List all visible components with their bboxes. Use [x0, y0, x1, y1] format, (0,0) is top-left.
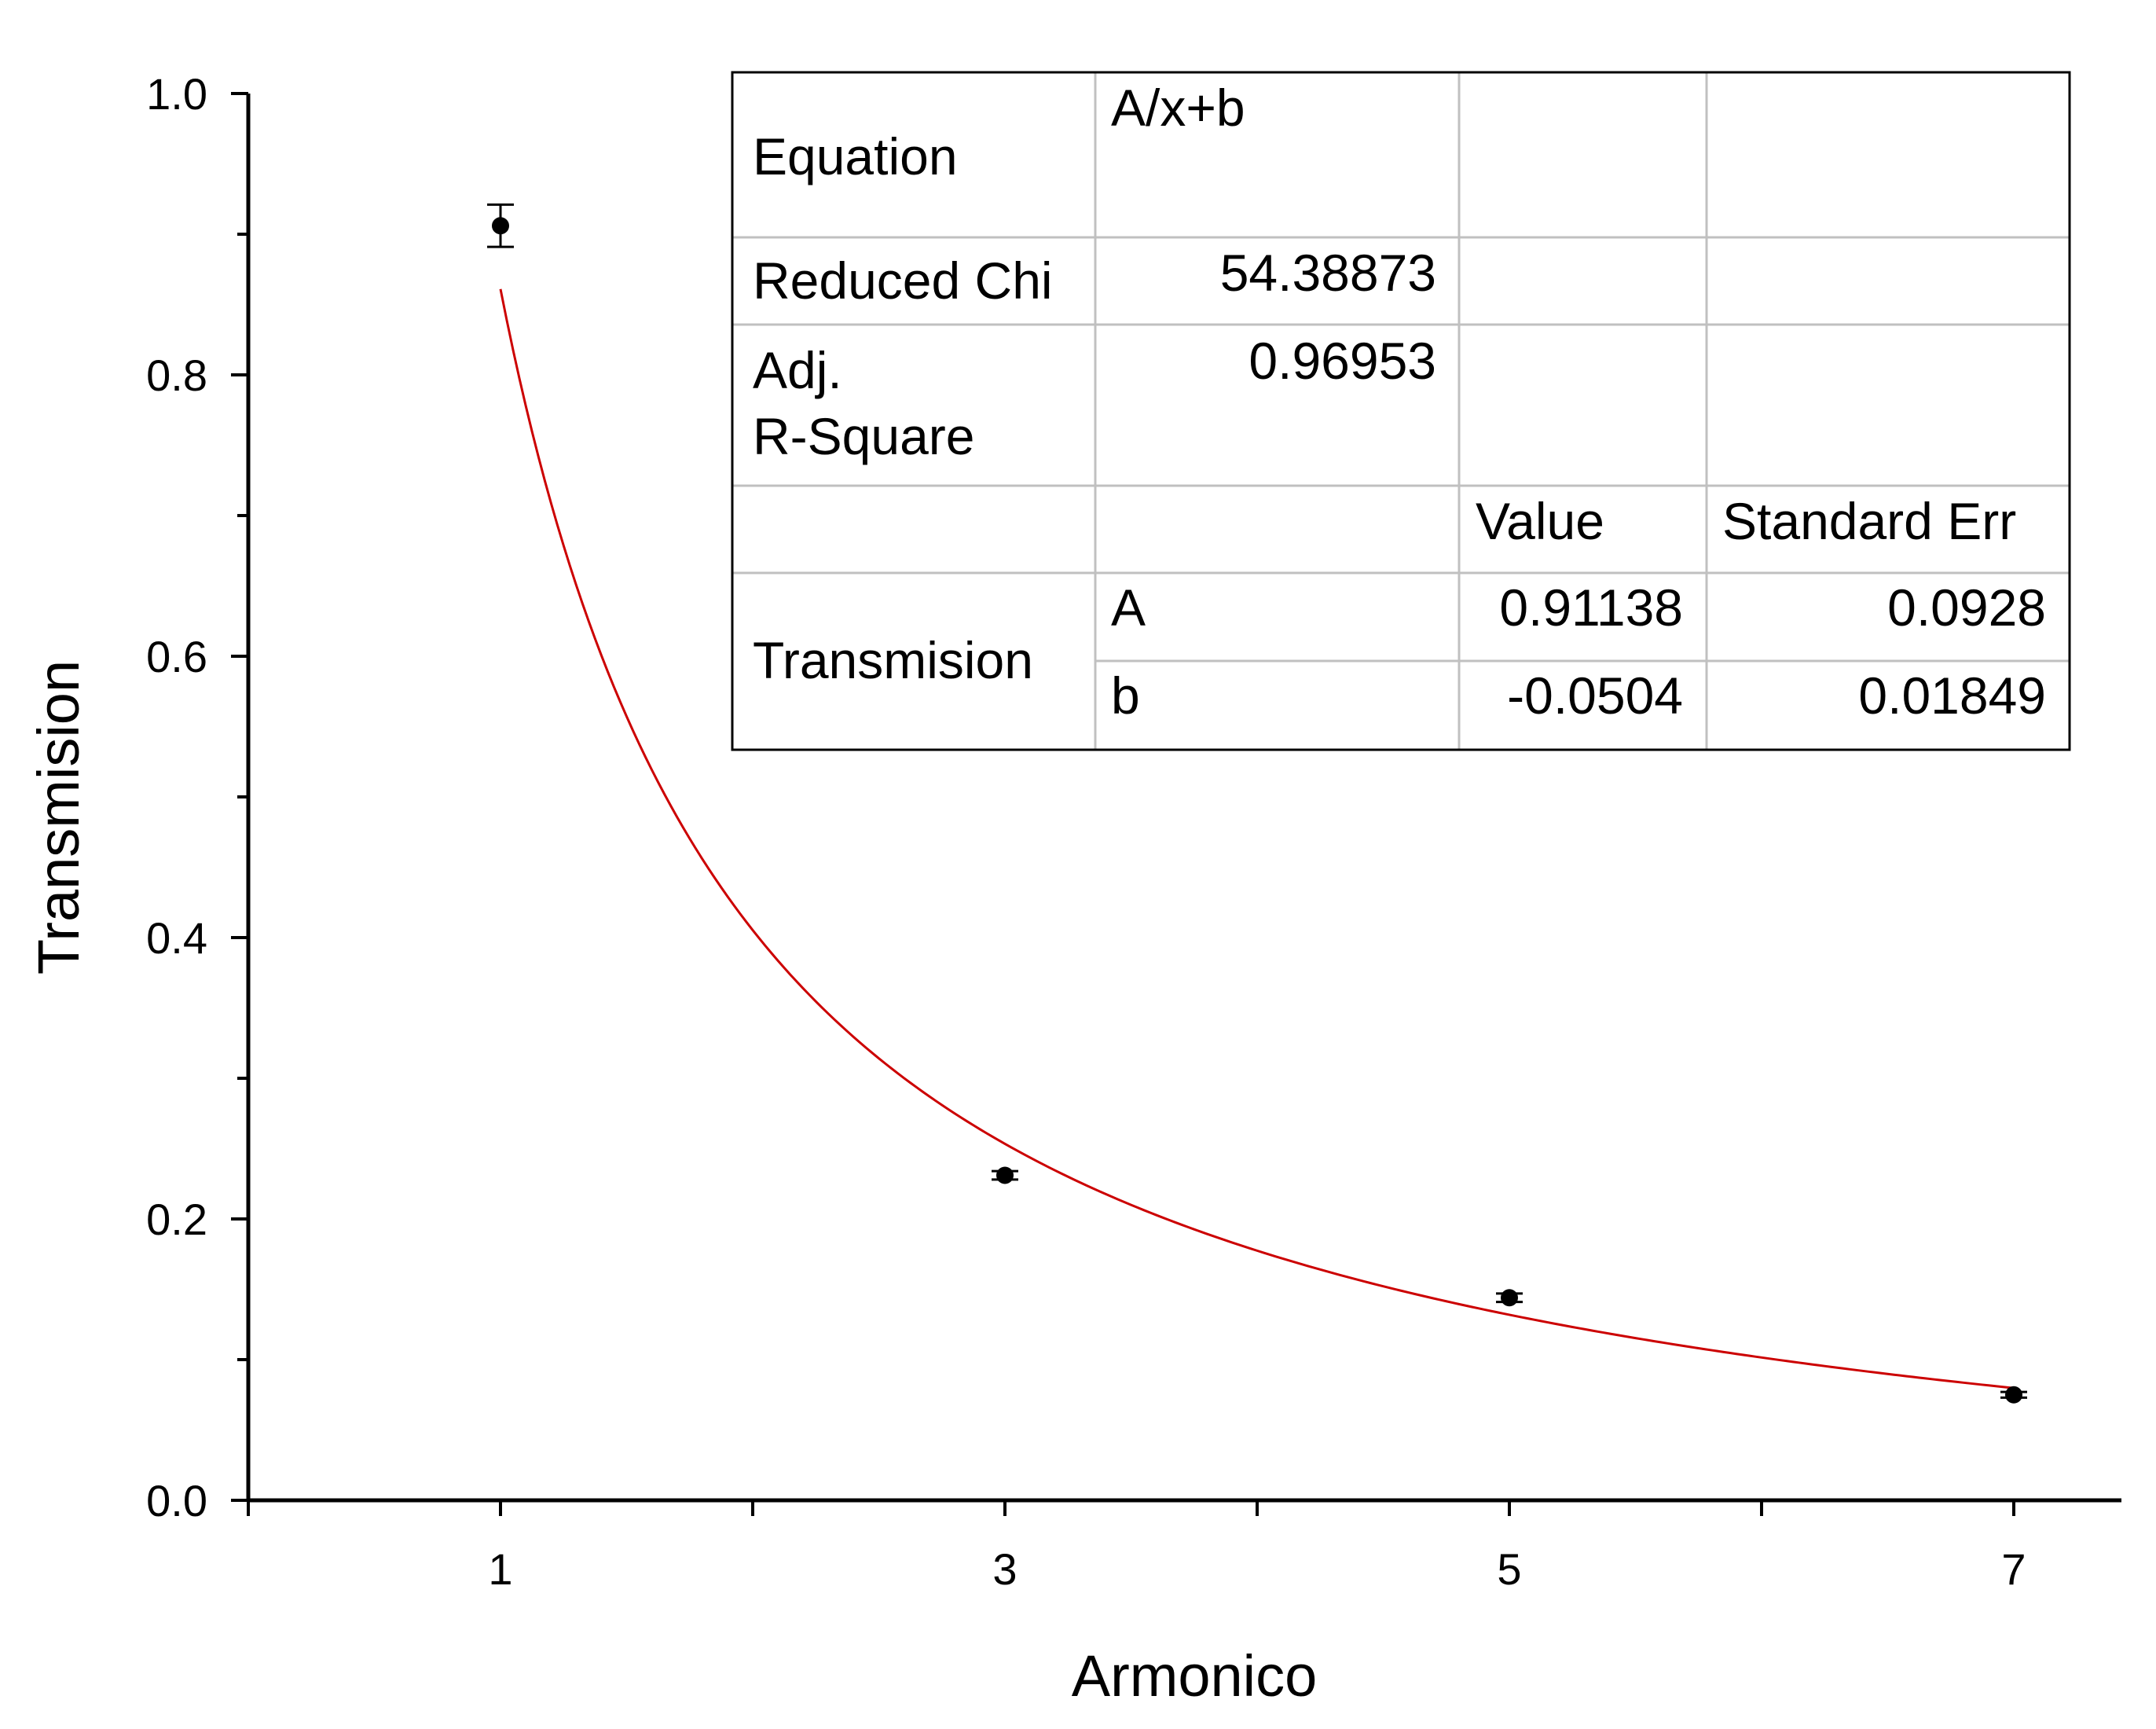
reduced-chi-label: Reduced Chi [753, 251, 1053, 310]
reduced-chi-value: 54.38873 [1220, 244, 1436, 302]
x-tick-label: 7 [2001, 1544, 2026, 1594]
adj-r-square-value: 0.96953 [1248, 332, 1436, 390]
adj-r-square-label-line2: R-Square [753, 407, 974, 465]
fit-table: Equation A/x+b Reduced Chi 54.38873 Adj.… [731, 71, 2071, 751]
fit-curve-layer [499, 288, 2015, 1389]
points-layer [487, 203, 2027, 1404]
data-point [1501, 1289, 1518, 1307]
x-tick-label: 3 [992, 1544, 1017, 1594]
fit-curve [499, 288, 2015, 1389]
x-tick-label: 5 [1497, 1544, 1521, 1594]
param-b-name: b [1111, 666, 1140, 725]
y-tick-label: 1.0 [146, 69, 207, 119]
y-axis-title: Transmision [26, 660, 91, 975]
y-tick-label: 0.0 [146, 1476, 207, 1525]
data-point [996, 1166, 1014, 1184]
y-tick-label: 0.2 [146, 1195, 207, 1244]
param-a-name: A [1111, 578, 1146, 637]
adj-r-square-label-line1: Adj. [753, 341, 842, 399]
x-axis-title: Armonico [1072, 1643, 1318, 1709]
data-point [492, 217, 509, 235]
param-b-value: -0.0504 [1507, 666, 1683, 725]
equation-value: A/x+b [1111, 79, 1245, 137]
y-tick-label: 0.8 [146, 351, 207, 400]
standard-err-header: Standard Err [1722, 492, 2016, 550]
param-b-stderr: 0.01849 [1858, 666, 2046, 725]
y-tick-label: 0.6 [146, 632, 207, 681]
data-point [2005, 1386, 2022, 1404]
param-a-value: 0.91138 [1499, 578, 1683, 637]
x-tick-label: 1 [488, 1544, 512, 1594]
ticks: 1 3 5 7 0.0 0.2 0.4 0.6 0.8 1.0 [146, 69, 2026, 1594]
fit-table-background [732, 72, 2070, 750]
fit-table-border [731, 71, 2071, 751]
equation-label: Equation [753, 127, 958, 185]
fit-table-grid [732, 72, 2070, 750]
transmision-row-label: Transmision [753, 631, 1033, 689]
value-header: Value [1476, 492, 1604, 550]
y-tick-label: 0.4 [146, 913, 207, 963]
param-a-stderr: 0.0928 [1887, 578, 2046, 637]
